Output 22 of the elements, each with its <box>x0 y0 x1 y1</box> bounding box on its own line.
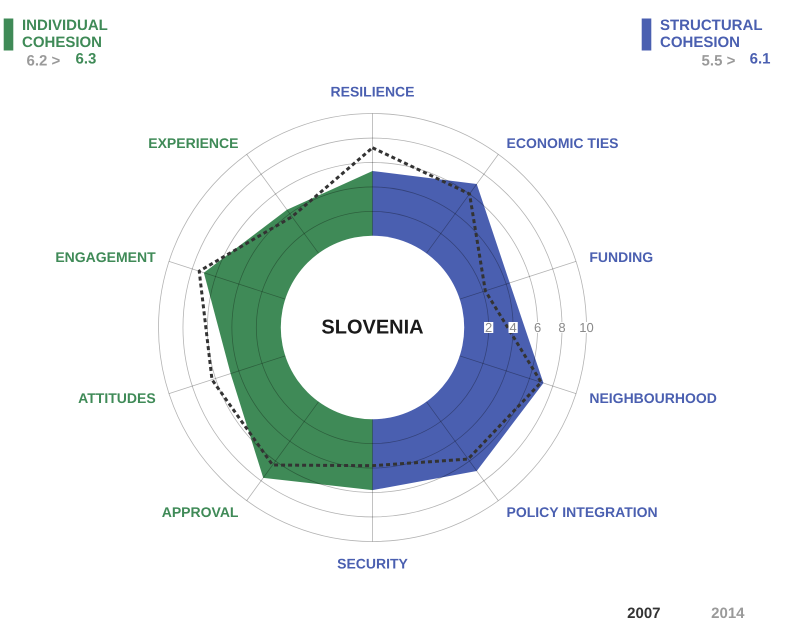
text: 5.5 > 6.1 <box>702 50 771 70</box>
text: 2014 <box>711 605 746 622</box>
y-tick-label: 10 <box>579 320 594 335</box>
spoke-label: SECURITY <box>337 556 409 572</box>
spoke-label: ENGAGEMENT <box>55 249 156 266</box>
text: SLOVENIA <box>321 316 424 338</box>
legend-label: INDIVIDUAL COHESION <box>22 17 108 51</box>
text: 6.2 > 6.3 <box>26 50 96 70</box>
y-tick-label: 2 <box>485 320 492 335</box>
spoke-label: APPROVAL <box>162 504 239 520</box>
spoke-label: EXPERIENCE <box>148 135 238 152</box>
spoke-label: ECONOMIC TIES <box>506 135 619 152</box>
legend-label: STRUCTURAL COHESION <box>660 17 762 51</box>
y-tick-label: 6 <box>534 320 542 335</box>
y-tick-label: 8 <box>558 320 566 335</box>
spoke-label: ATTITUDES <box>78 390 156 406</box>
spoke-label: FUNDING <box>589 249 654 266</box>
text: 2007 <box>627 605 661 622</box>
y-tick-label: 4 <box>510 320 517 335</box>
spoke-label: POLICY INTEGRATION <box>506 504 658 520</box>
spoke-label: RESILIENCE <box>330 84 415 100</box>
spoke-label: NEIGHBOURHOOD <box>589 390 717 406</box>
